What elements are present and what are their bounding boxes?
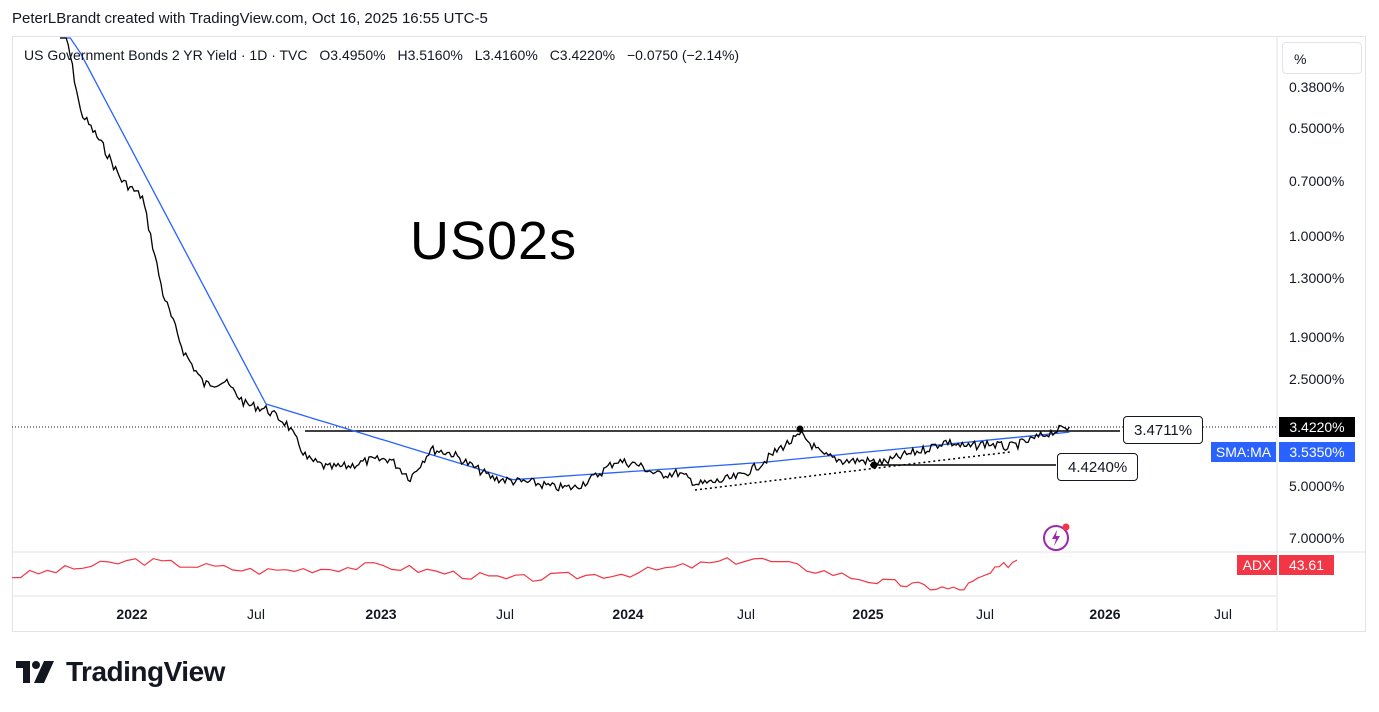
resistance-callout[interactable]: 3.4711% xyxy=(1123,416,1204,444)
symbol-name: US Government Bonds 2 YR Yield · 1D · TV… xyxy=(24,47,308,63)
sma-line xyxy=(60,37,1070,481)
x-tick-label: 2026 xyxy=(1089,606,1121,622)
sma-label: SMA:MA xyxy=(1211,442,1276,462)
rising-trendline xyxy=(694,451,1011,491)
x-tick-label: Jul xyxy=(737,606,755,622)
y-tick-label: 7.0000% xyxy=(1289,530,1345,546)
price-line xyxy=(60,37,1070,492)
ohlc-high: H3.5160% xyxy=(397,47,463,63)
chart-frame xyxy=(12,36,1366,632)
x-tick-label: 2024 xyxy=(612,606,644,622)
price-change: −0.0750 (−2.14%) xyxy=(626,47,740,63)
chart-annotation-text: US02s xyxy=(410,211,578,271)
adx-line xyxy=(11,557,1018,591)
x-tick-label: Jul xyxy=(247,606,265,622)
lightning-icon[interactable] xyxy=(1042,522,1072,552)
x-tick-label: Jul xyxy=(1214,606,1232,622)
chart-creator-credit: PeterLBrandt created with TradingView.co… xyxy=(12,10,488,27)
support-touch-point xyxy=(870,461,878,469)
x-tick-label: 2022 xyxy=(116,606,148,622)
tradingview-logo-text: TradingView xyxy=(66,656,225,687)
y-tick-label: 1.0000% xyxy=(1289,228,1345,244)
last-price-tag: 3.4220% xyxy=(1279,417,1355,437)
y-tick-label: 5.0000% xyxy=(1289,478,1345,494)
y-tick-label: 2.5000% xyxy=(1289,371,1345,387)
y-tick-label: 1.3000% xyxy=(1289,270,1345,286)
percent-scale-button[interactable]: % xyxy=(1282,42,1362,74)
ohlc-close: C3.4220% xyxy=(549,47,616,63)
ohlc-open: O3.4950% xyxy=(319,47,386,63)
support-callout[interactable]: 4.4240% xyxy=(1057,453,1139,481)
x-tick-label: Jul xyxy=(976,606,994,622)
y-tick-label: 0.3800% xyxy=(1289,79,1345,95)
sma-value-tag: 3.5350% xyxy=(1279,442,1355,462)
x-tick-label: 2025 xyxy=(852,606,884,622)
y-tick-label: 0.7000% xyxy=(1289,173,1345,189)
y-tick-label: 1.9000% xyxy=(1289,329,1345,345)
tradingview-logo[interactable]: TradingView xyxy=(14,656,225,688)
adx-value-tag: 43.61 xyxy=(1279,555,1334,575)
symbol-legend[interactable]: US Government Bonds 2 YR Yield · 1D · TV… xyxy=(24,47,747,63)
x-tick-label: 2023 xyxy=(365,606,397,622)
x-tick-label: Jul xyxy=(496,606,514,622)
adx-label: ADX xyxy=(1237,555,1277,575)
y-tick-label: 0.5000% xyxy=(1289,120,1345,136)
resistance-touch-point xyxy=(796,425,804,433)
ohlc-low: L3.4160% xyxy=(474,47,538,63)
tradingview-logo-icon xyxy=(16,661,54,683)
